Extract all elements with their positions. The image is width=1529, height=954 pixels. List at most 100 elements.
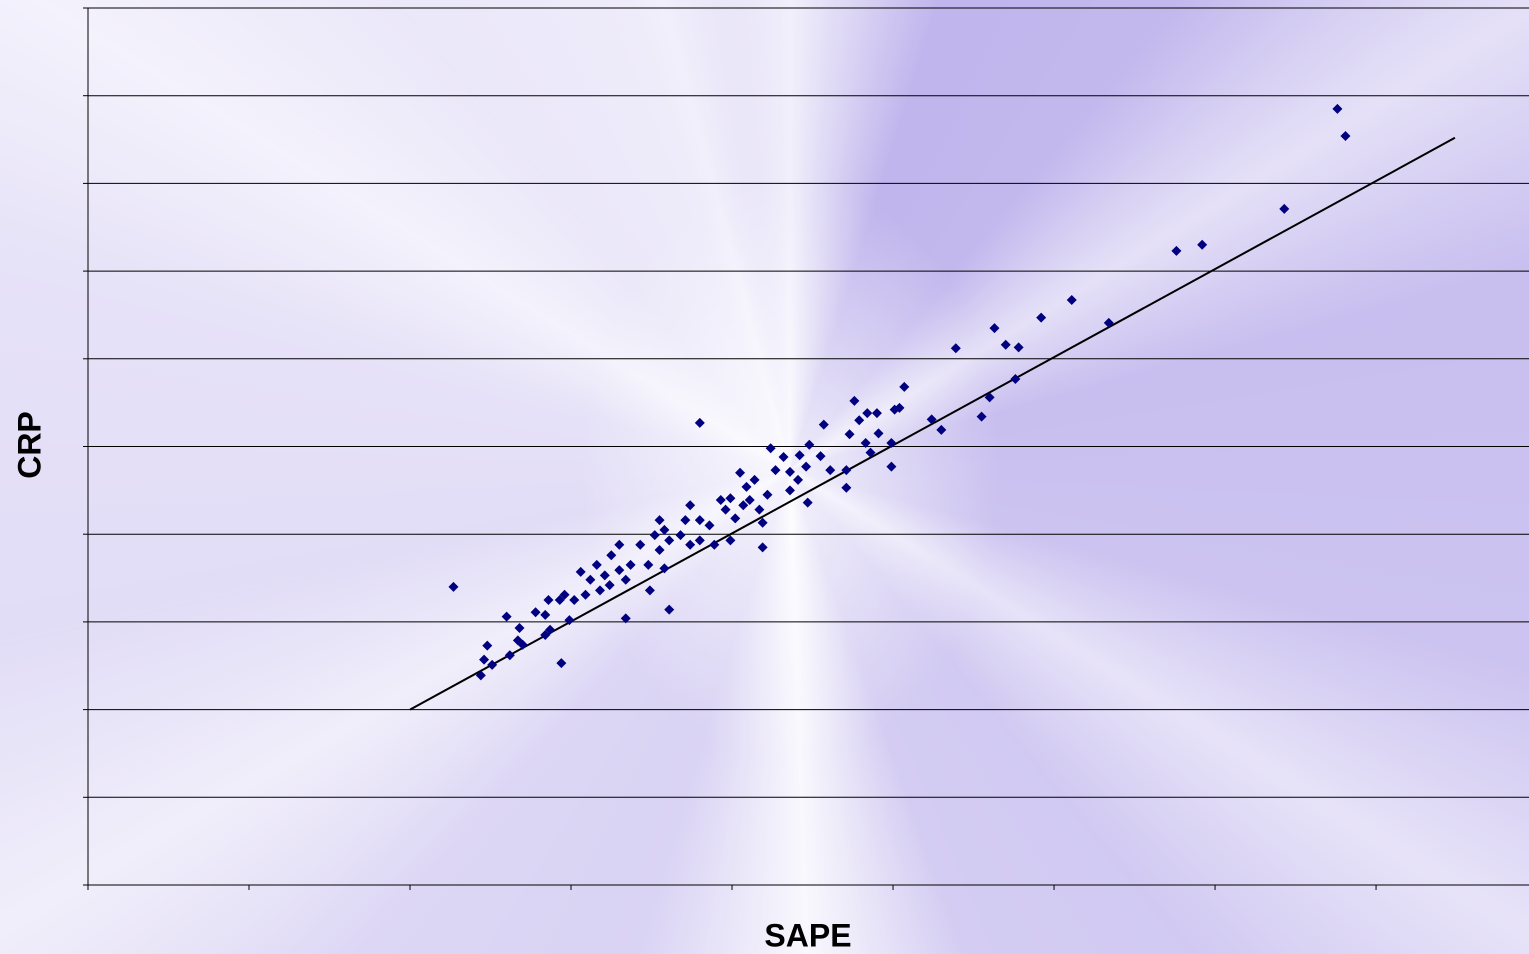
point [825,465,836,476]
point [644,585,655,596]
point [1066,295,1077,306]
point [685,500,696,511]
point [704,520,715,531]
point [871,408,882,419]
point [664,535,675,546]
point [569,594,580,605]
point [849,395,860,406]
point [554,594,565,605]
point [841,465,852,476]
point [580,589,591,600]
point [475,670,486,681]
point [720,504,731,515]
point [604,580,615,591]
point [844,429,855,440]
point [762,489,773,500]
point [654,515,665,526]
point [606,550,617,561]
point [543,594,554,605]
point [873,428,884,439]
point [514,623,525,634]
point [784,466,795,477]
point [984,392,995,403]
point [575,566,586,577]
point [865,447,876,458]
point [784,485,795,496]
point [757,542,768,553]
point [735,467,746,478]
point [1103,317,1114,328]
point [794,450,805,461]
point [926,414,937,425]
point [804,439,815,450]
point [862,408,873,419]
point [1036,312,1047,323]
point [860,437,871,448]
point [715,494,726,505]
point [620,574,631,585]
point [815,451,826,462]
point [989,323,1000,334]
point [635,539,646,550]
point [559,589,570,600]
point [854,415,865,426]
point [725,535,736,546]
point [675,530,686,541]
point [802,497,813,508]
point [654,544,665,555]
point [778,452,789,463]
point [1013,342,1024,353]
point [625,559,636,570]
point [741,481,752,492]
point [694,535,705,546]
point [841,482,852,493]
point [659,524,670,535]
trendline [409,136,1456,711]
point [585,574,596,585]
point [564,615,575,626]
point [757,517,768,528]
point [501,611,512,622]
point [517,639,528,650]
point [540,630,551,641]
point [1197,239,1208,250]
point [744,494,755,505]
point [540,609,551,620]
point [770,465,781,476]
point [793,474,804,485]
point [1010,373,1021,384]
point [620,613,631,624]
point [482,640,493,651]
point [889,404,900,415]
point [599,570,610,581]
point [680,515,691,526]
point [976,411,987,422]
point [659,563,670,574]
x-axis-label: SAPE [764,917,851,953]
point [614,539,625,550]
point [530,607,541,618]
point [801,461,812,472]
point [749,474,760,485]
point [1279,203,1290,214]
point [738,500,749,511]
point [545,624,556,635]
point [504,650,515,661]
point [709,539,720,550]
point [1000,339,1011,350]
point [886,461,897,472]
point [950,343,961,354]
y-axis-label: CRP [11,411,47,479]
point [614,565,625,576]
point [643,559,654,570]
point [487,659,498,670]
point [591,559,602,570]
point [685,539,696,550]
point [556,658,567,669]
point [479,654,490,665]
point [725,493,736,504]
point [886,437,897,448]
